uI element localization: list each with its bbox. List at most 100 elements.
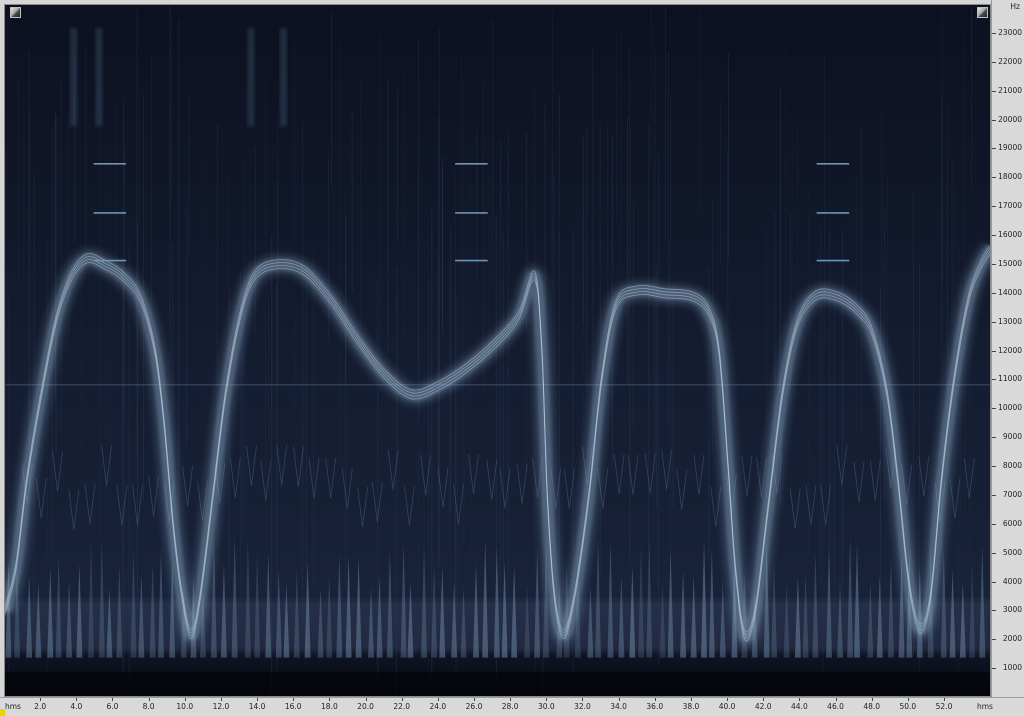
time-tick-label: 52.0 <box>935 702 953 711</box>
harmonic-spike <box>847 537 854 658</box>
harmonic-notch <box>963 458 975 499</box>
frequency-tick-mark <box>992 639 996 641</box>
time-tick-mark <box>944 698 945 701</box>
harmonic-notch <box>84 483 96 524</box>
time-tick-label: 42.0 <box>754 702 772 711</box>
harmonic-spike <box>355 555 362 658</box>
time-tick-label: 46.0 <box>827 702 844 711</box>
low-band-glow <box>5 599 990 652</box>
harmonic-notch <box>613 453 625 494</box>
harmonic-spike <box>254 553 261 658</box>
time-tick-mark <box>907 698 909 701</box>
harmonic-notch <box>132 484 143 526</box>
harmonic-spike <box>854 543 861 658</box>
harmonic-notch <box>246 445 257 486</box>
harmonic-spike <box>283 583 290 658</box>
transient-burst <box>95 28 103 127</box>
harmonic-spike <box>368 586 375 658</box>
harmonic-spike <box>275 570 282 658</box>
transient-burst <box>247 28 255 127</box>
harmonic-spike <box>867 580 874 658</box>
harmonic-notch <box>229 457 241 498</box>
harmonic-spike <box>55 555 62 658</box>
frequency-tick-mark <box>992 350 996 352</box>
low-frequency-band <box>5 444 990 696</box>
harmonic-spike <box>482 539 489 658</box>
time-tick-mark <box>582 698 584 701</box>
harmonic-spike <box>244 540 251 658</box>
frequency-tick-mark <box>992 610 996 612</box>
harmonic-spike <box>138 573 145 658</box>
frequency-tick-label: 22000 <box>998 56 1022 66</box>
frequency-tick-mark <box>992 668 996 670</box>
harmonic-spike <box>524 584 531 658</box>
spectrogram-canvas[interactable] <box>5 5 991 697</box>
harmonic-notch <box>644 453 656 494</box>
frequency-tick-label: 1000 <box>1002 663 1022 673</box>
harmonic-spike <box>690 574 697 658</box>
harmonic-spike <box>667 548 674 658</box>
harmonic-notch <box>918 456 930 497</box>
harmonic-spike <box>149 562 156 658</box>
frequency-tick-label: 21000 <box>998 85 1022 95</box>
harmonic-notch <box>341 468 353 509</box>
harmonic-spike <box>493 546 500 658</box>
time-tick-label: 34.0 <box>610 702 627 711</box>
harmonic-notch <box>308 458 320 499</box>
harmonic-notch <box>437 467 449 508</box>
frequency-tick-mark <box>992 61 996 63</box>
time-tick-label: 24.0 <box>429 702 447 711</box>
trace-harmonic-line <box>5 253 990 642</box>
frequency-tick-mark <box>992 263 996 265</box>
harmonic-spike <box>231 536 238 658</box>
frequency-tick-label: 11000 <box>998 374 1022 384</box>
harmonic-notch <box>468 454 479 495</box>
harmonic-notch <box>387 449 399 490</box>
harmonic-spike <box>26 573 33 658</box>
harmonic-spike <box>812 552 819 658</box>
time-tick-mark <box>474 698 475 701</box>
position-indicator <box>0 709 5 716</box>
spectrogram-view[interactable] <box>4 4 991 697</box>
harmonic-spike <box>220 563 227 658</box>
harmonic-notch <box>741 456 753 497</box>
frequency-trace <box>5 241 990 648</box>
frequency-tick-mark <box>992 494 996 496</box>
frequency-tick-mark <box>992 437 996 439</box>
harmonic-spike <box>472 563 479 658</box>
frequency-tick-mark <box>992 581 996 583</box>
time-tick-label: 26.0 <box>465 702 483 711</box>
frequency-tick-label: 6000 <box>1002 518 1022 528</box>
time-tick-label: 4.0 <box>70 702 83 711</box>
harmonic-notch <box>52 451 63 492</box>
frequency-tick-label: 10000 <box>998 403 1022 413</box>
marker-lines <box>70 28 850 262</box>
time-tick-mark <box>365 698 367 701</box>
expand-icon[interactable] <box>977 7 988 18</box>
expand-icon[interactable] <box>10 7 21 18</box>
time-tick-label: 20.0 <box>357 702 374 711</box>
harmonic-spike <box>771 564 778 658</box>
frequency-tick-mark <box>992 379 996 381</box>
harmonic-spike <box>511 564 518 658</box>
harmonic-notch <box>148 475 159 517</box>
time-tick-mark <box>220 698 222 701</box>
frequency-tick-label: 16000 <box>998 230 1022 239</box>
time-axis: hms hms 2.0 4.0 6.0 8.0 10.0 12.0 14.0 16.0 18.0… <box>0 697 1024 716</box>
harmonic-spike <box>158 548 165 658</box>
time-unit-right: hms <box>977 702 993 711</box>
harmonic-spike <box>376 574 383 658</box>
harmonic-spike <box>876 574 883 658</box>
harmonic-spike <box>638 544 645 658</box>
frequency-tick-label: 5000 <box>1002 547 1022 557</box>
frequency-tick-mark <box>992 552 996 554</box>
frequency-unit: Hz <box>1010 2 1020 11</box>
time-tick-mark <box>184 698 186 701</box>
harmonic-spike <box>887 555 894 658</box>
harmonic-spike <box>326 575 333 658</box>
frequency-tick-label: 4000 <box>1002 576 1022 586</box>
harmonic-notch <box>371 482 383 523</box>
harmonic-spike <box>501 561 508 658</box>
time-unit-left: hms <box>5 702 21 711</box>
harmonic-notch <box>949 478 961 519</box>
